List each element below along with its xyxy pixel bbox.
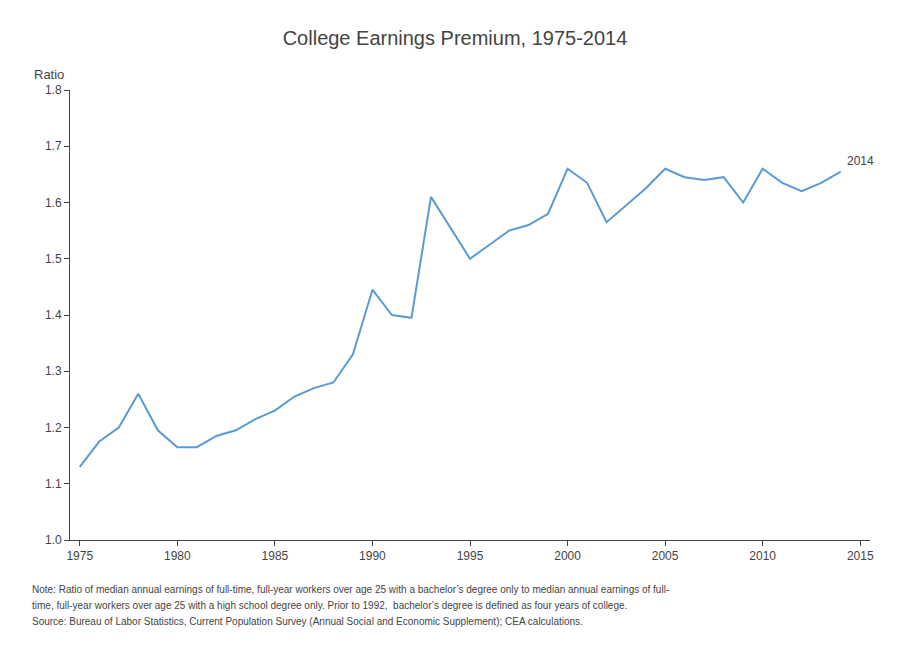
svg-text:1.4: 1.4 [45,308,62,322]
svg-text:1.6: 1.6 [45,196,62,210]
svg-text:1.8: 1.8 [45,83,62,97]
svg-text:1.3: 1.3 [45,364,62,378]
svg-text:2005: 2005 [652,549,679,563]
svg-text:College Earnings Premium, 1975: College Earnings Premium, 1975-2014 [283,27,628,49]
svg-text:1990: 1990 [359,549,386,563]
svg-text:1975: 1975 [66,549,93,563]
svg-text:2010: 2010 [749,549,776,563]
svg-text:Ratio: Ratio [34,67,64,82]
svg-text:time, full-year workers over a: time, full-year workers over age 25 with… [32,600,627,611]
svg-text:2000: 2000 [554,549,581,563]
svg-text:2015: 2015 [847,549,874,563]
svg-text:1995: 1995 [457,549,484,563]
svg-text:Source: Bureau of Labor Statis: Source: Bureau of Labor Statistics, Curr… [32,616,583,627]
svg-text:1985: 1985 [262,549,289,563]
svg-text:2014: 2014 [847,154,874,168]
svg-text:1980: 1980 [164,549,191,563]
svg-text:1.5: 1.5 [45,252,62,266]
svg-text:1.1: 1.1 [45,477,62,491]
svg-text:1.0: 1.0 [45,533,62,547]
svg-text:1.7: 1.7 [45,139,62,153]
svg-text:1.2: 1.2 [45,421,62,435]
svg-text:Note: Ratio of median annual e: Note: Ratio of median annual earnings of… [32,584,669,595]
